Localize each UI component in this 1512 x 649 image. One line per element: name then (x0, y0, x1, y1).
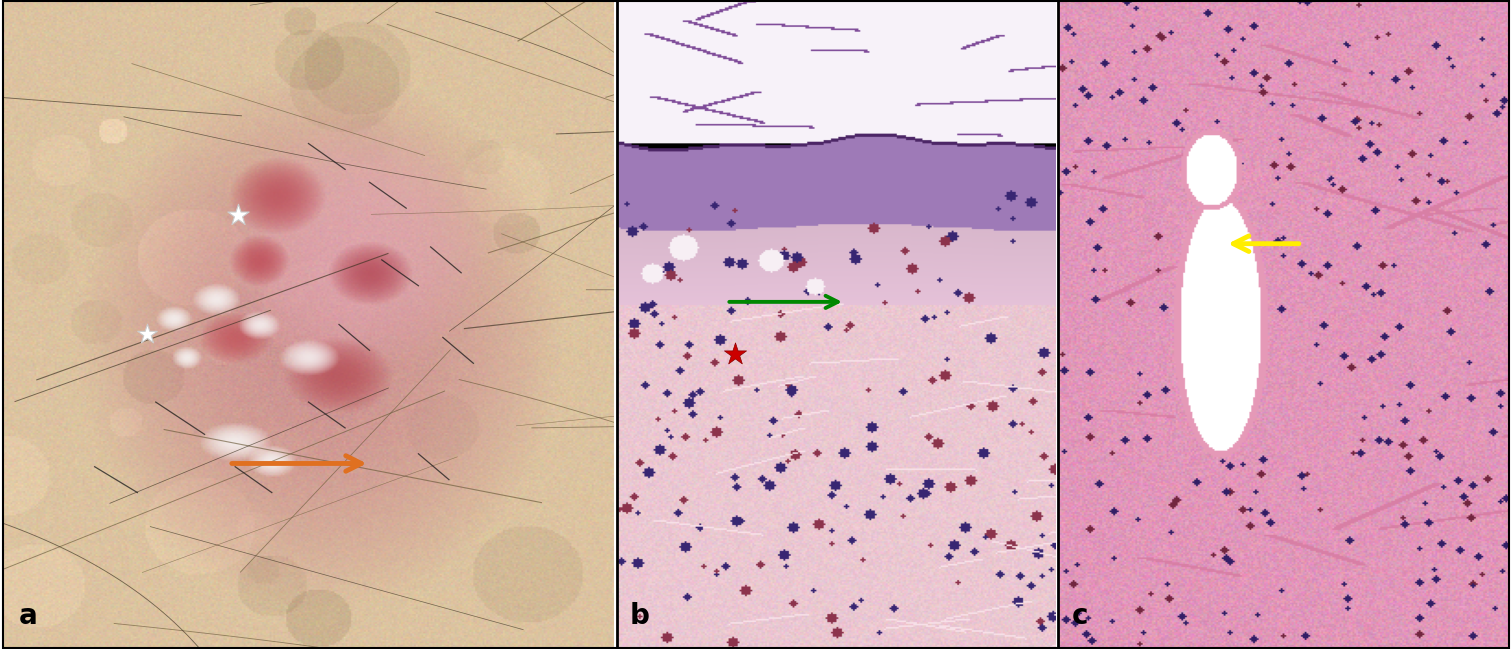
Point (227, 210, 251, 220)
Point (723, 349, 747, 359)
Text: b: b (631, 602, 650, 630)
Text: c: c (1072, 602, 1089, 630)
Text: a: a (18, 602, 38, 630)
Point (135, 329, 159, 339)
